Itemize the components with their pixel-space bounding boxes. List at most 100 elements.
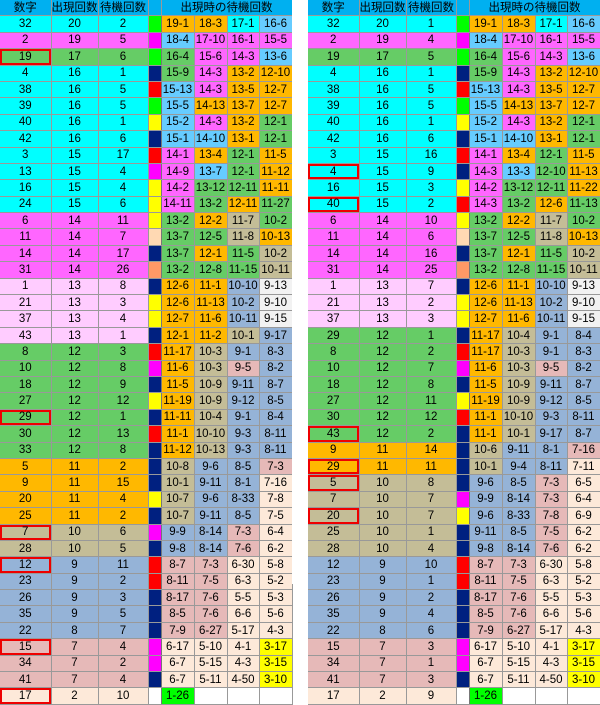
swatch-cell (148, 589, 162, 607)
wait-cell: 1 (98, 409, 149, 427)
history-cell-4: 8-7 (259, 376, 293, 394)
history-cell-3: 16-1 (535, 32, 568, 50)
number-cell: 23 (308, 573, 360, 591)
table-row: 10 12 7 11-6 10-3 9-5 8-2 (308, 360, 600, 377)
history-cell-3: 4-3 (535, 655, 568, 673)
history-cell-2: 8-14 (194, 524, 228, 541)
history-cell-1: 11-19 (161, 392, 195, 410)
table-row: 30 12 12 11-1 10-10 9-3 8-11 (308, 409, 600, 427)
history-cell-2: 13-2 (194, 196, 228, 214)
table-row: 18 12 9 11-5 10-9 9-11 8-7 (0, 376, 293, 394)
history-cell-4: 15-5 (259, 32, 293, 50)
table-row: 34 7 1 6-7 5-15 4-3 3-15 (308, 655, 600, 673)
history-cell-2: 18-3 (502, 15, 536, 33)
wait-cell: 1 (406, 114, 457, 132)
table-row: 5 11 2 10-8 9-6 8-5 7-3 (0, 458, 293, 476)
number-cell: 13 (0, 163, 52, 181)
table-row: 24 15 6 14-11 13-2 12-11 11-27 (0, 196, 293, 214)
history-cell-4: 5-6 (567, 605, 600, 623)
history-cell-2: 14-3 (502, 65, 536, 82)
history-cell-4: 9-13 (567, 278, 600, 296)
number-cell: 10 (0, 360, 52, 377)
history-cell-2: 14-3 (502, 81, 536, 99)
number-cell: 15 (308, 638, 360, 656)
history-cell-3: 9-11 (535, 376, 568, 394)
wait-cell: 2 (98, 655, 149, 673)
table-row: 19 17 6 16-4 15-6 14-3 13-6 (0, 48, 293, 66)
history-cell-4: 8-11 (567, 409, 600, 427)
history-cell-2: 13-12 (502, 179, 536, 197)
swatch-cell (456, 32, 470, 50)
table-row: 25 11 2 10-7 9-11 8-5 7-5 (0, 507, 293, 525)
number-cell: 19 (0, 48, 52, 66)
table-row: 35 9 4 8-5 7-6 6-6 5-6 (308, 605, 600, 623)
swatch-cell (148, 32, 162, 50)
count-cell: 16 (51, 114, 99, 132)
history-cell-3: 9-1 (535, 327, 568, 345)
history-cell-1: 12-7 (161, 310, 195, 328)
history-cell-4: 5-3 (259, 589, 293, 607)
history-cell-1: 16-4 (469, 48, 503, 66)
history-cell-3: 9-1 (227, 409, 260, 427)
history-cell-3: 12-11 (535, 179, 568, 197)
history-cell-2: 13-2 (502, 196, 536, 214)
history-cell-3: 5-5 (227, 589, 260, 607)
history-cell-3: 11-5 (535, 245, 568, 263)
number-cell: 7 (308, 491, 360, 509)
history-cell-2: 9-11 (194, 507, 228, 525)
history-cell-3: 8-1 (227, 474, 260, 492)
history-cell-3: 10-1 (227, 327, 260, 345)
number-cell: 18 (308, 376, 360, 394)
history-cell-3: 16-1 (227, 32, 260, 50)
history-cell-4: 10-13 (259, 228, 293, 246)
number-cell: 5 (308, 474, 360, 492)
history-cell-1: 12-6 (469, 294, 503, 312)
history-cell-2: 10-3 (502, 343, 536, 361)
number-cell: 10 (308, 360, 360, 377)
history-cell-4: 3-15 (259, 655, 293, 673)
table-row: 9 11 15 10-1 9-11 8-1 7-16 (0, 474, 293, 492)
number-cell: 18 (0, 376, 52, 394)
history-cell-3: 10-2 (535, 294, 568, 312)
number-cell: 32 (0, 15, 52, 33)
history-cell-3: 4-1 (227, 638, 260, 656)
header-number: 数字 (308, 0, 360, 17)
table-row: 40 15 2 14-3 13-2 12-6 11-13 (308, 196, 600, 214)
history-cell-3: 7-5 (535, 524, 568, 541)
number-cell: 16 (308, 179, 360, 197)
swatch-cell (148, 622, 162, 640)
swatch-cell (456, 343, 470, 361)
history-cell-4: 6-4 (259, 524, 293, 541)
count-cell: 11 (51, 458, 99, 476)
swatch-cell (456, 97, 470, 115)
history-cell-1: 11-19 (469, 392, 503, 410)
history-cell-3: 13-2 (535, 114, 568, 132)
wait-cell: 4 (406, 605, 457, 623)
count-cell: 13 (51, 327, 99, 345)
number-cell: 6 (308, 212, 360, 230)
history-cell-4: 16-6 (567, 15, 600, 33)
swatch-cell (456, 212, 470, 230)
history-cell-3: 9-3 (535, 409, 568, 427)
history-cell-2: 11-6 (194, 310, 228, 328)
swatch-cell (456, 376, 470, 394)
history-cell-4: 6-2 (567, 540, 600, 558)
header-count: 出現回数 (51, 0, 99, 17)
table-row: 40 16 1 15-2 14-3 13-2 12-1 (308, 114, 600, 132)
swatch-cell (148, 474, 162, 492)
swatch-cell (148, 540, 162, 558)
wait-cell: 3 (406, 638, 457, 656)
count-cell: 12 (51, 392, 99, 410)
table-row: 11 14 7 13-7 12-5 11-8 10-13 (0, 228, 293, 246)
history-cell-4: 8-11 (259, 425, 293, 443)
swatch-cell (148, 343, 162, 361)
history-cell-3 (535, 687, 568, 705)
table-row: 22 8 6 7-9 6-27 5-17 4-3 (308, 622, 600, 640)
swatch-cell (456, 474, 470, 492)
history-cell-1: 11-5 (161, 376, 195, 394)
history-cell-3: 11-8 (535, 228, 568, 246)
swatch-cell (148, 65, 162, 82)
history-cell-4: 8-7 (567, 376, 600, 394)
history-cell-4: 9-17 (259, 327, 293, 345)
swatch-cell (148, 524, 162, 541)
